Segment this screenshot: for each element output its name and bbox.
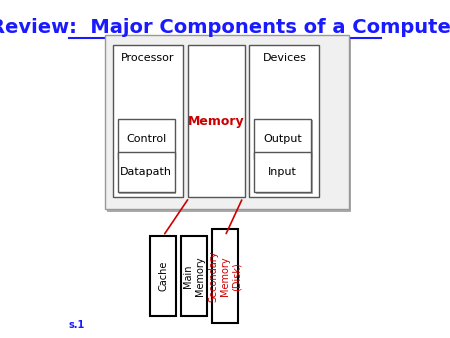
- FancyBboxPatch shape: [254, 152, 311, 192]
- Text: Processor: Processor: [121, 53, 175, 63]
- FancyBboxPatch shape: [117, 119, 175, 159]
- FancyBboxPatch shape: [119, 154, 176, 194]
- Text: Secondary
Memory
(Disk): Secondary Memory (Disk): [208, 250, 242, 302]
- FancyBboxPatch shape: [115, 48, 185, 200]
- Text: Control: Control: [126, 134, 166, 144]
- Text: Main
Memory: Main Memory: [183, 257, 205, 296]
- Text: Memory: Memory: [188, 115, 244, 128]
- FancyBboxPatch shape: [107, 38, 351, 212]
- FancyBboxPatch shape: [112, 45, 183, 197]
- Text: s.1: s.1: [69, 320, 85, 330]
- FancyBboxPatch shape: [256, 120, 313, 161]
- FancyBboxPatch shape: [188, 45, 244, 197]
- FancyBboxPatch shape: [252, 48, 322, 200]
- FancyBboxPatch shape: [181, 236, 207, 316]
- Text: Input: Input: [268, 167, 297, 177]
- Text: Datapath: Datapath: [120, 167, 172, 177]
- FancyBboxPatch shape: [249, 45, 320, 197]
- Text: Devices: Devices: [262, 53, 306, 63]
- Text: Review:  Major Components of a Computer: Review: Major Components of a Computer: [0, 18, 450, 37]
- FancyBboxPatch shape: [119, 120, 176, 161]
- FancyBboxPatch shape: [117, 152, 175, 192]
- FancyBboxPatch shape: [104, 35, 349, 209]
- Text: Output: Output: [263, 134, 302, 144]
- FancyBboxPatch shape: [150, 236, 176, 316]
- FancyBboxPatch shape: [212, 230, 238, 323]
- FancyBboxPatch shape: [190, 48, 247, 200]
- Text: Cache: Cache: [158, 261, 168, 291]
- FancyBboxPatch shape: [254, 119, 311, 159]
- FancyBboxPatch shape: [256, 154, 313, 194]
